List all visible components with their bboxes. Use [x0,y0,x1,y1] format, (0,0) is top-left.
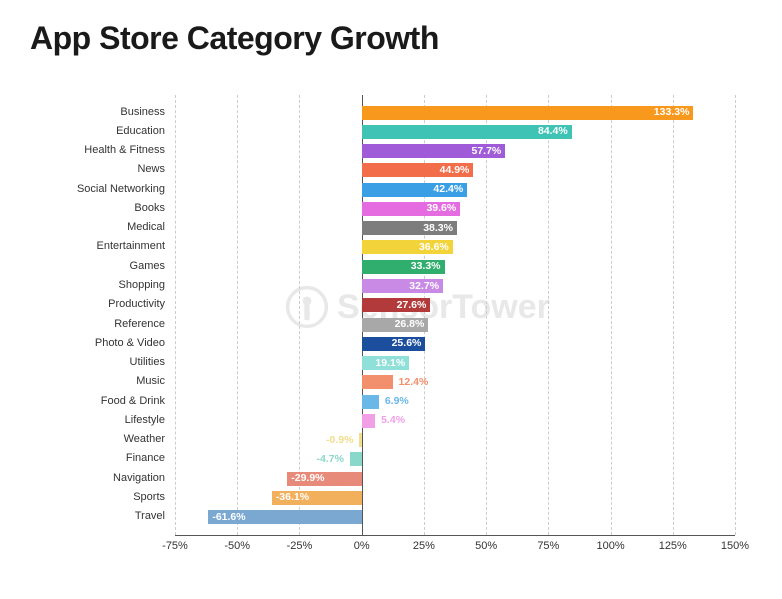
value-label: 38.3% [423,222,453,234]
value-label: 133.3% [654,106,690,118]
value-label: 33.3% [411,260,441,272]
gridline [735,95,736,535]
x-tick: 0% [354,540,370,552]
x-tick: 75% [537,540,559,552]
value-label: 26.8% [395,318,425,330]
category-label: Games [25,260,165,272]
bar-row: Sports-36.1% [175,488,735,507]
bar-row: Entertainment36.6% [175,238,735,257]
bar [362,395,379,409]
x-tick: -25% [287,540,313,552]
x-tick: 125% [659,540,687,552]
x-tick: -75% [162,540,188,552]
value-label: 12.4% [399,376,429,388]
bar-row: Photo & Video25.6% [175,334,735,353]
bar-row: Books39.6% [175,199,735,218]
value-label: 36.6% [419,241,449,253]
chart-area: SensorTower Business133.3%Education84.4%… [30,95,750,555]
category-label: Utilities [25,356,165,368]
bar [350,452,362,466]
value-label: 42.4% [433,183,463,195]
bar-row: Navigation-29.9% [175,469,735,488]
bar-row: Medical38.3% [175,219,735,238]
bar-row: Productivity27.6% [175,296,735,315]
category-label: Music [25,375,165,387]
bar [362,414,375,428]
bars-container: Business133.3%Education84.4%Health & Fit… [175,103,735,527]
bar [359,433,361,447]
value-label: -29.9% [291,472,324,484]
category-label: Food & Drink [25,395,165,407]
value-label: 19.1% [375,357,405,369]
bar [362,375,393,389]
chart-title: App Store Category Growth [30,20,439,57]
bar-row: Shopping32.7% [175,276,735,295]
value-label: 57.7% [471,145,501,157]
category-label: Education [25,125,165,137]
bar-row: News44.9% [175,161,735,180]
bar [362,106,694,120]
value-label: -0.9% [326,434,353,446]
bar-row: Music12.4% [175,373,735,392]
bar-row: Education84.4% [175,122,735,141]
value-label: 6.9% [385,395,409,407]
value-label: 5.4% [381,414,405,426]
value-label: -36.1% [276,491,309,503]
bar-row: Reference26.8% [175,315,735,334]
x-tick: 25% [413,540,435,552]
x-tick: -50% [224,540,250,552]
bar-row: Food & Drink6.9% [175,392,735,411]
category-label: Social Networking [25,183,165,195]
value-label: 27.6% [397,299,427,311]
x-tick: 50% [475,540,497,552]
x-tick: 150% [721,540,749,552]
value-label: -4.7% [317,453,344,465]
category-label: Weather [25,433,165,445]
category-label: Travel [25,510,165,522]
category-label: Productivity [25,298,165,310]
category-label: Sports [25,491,165,503]
category-label: Photo & Video [25,337,165,349]
category-label: Navigation [25,472,165,484]
bar-row: Health & Fitness57.7% [175,142,735,161]
category-label: Entertainment [25,240,165,252]
category-label: Shopping [25,279,165,291]
category-label: Books [25,202,165,214]
x-axis: -75%-50%-25%0%25%50%75%100%125%150% [175,535,735,555]
bar-row: Lifestyle5.4% [175,411,735,430]
bar-row: Business133.3% [175,103,735,122]
category-label: Health & Fitness [25,144,165,156]
category-label: Lifestyle [25,414,165,426]
bar-row: Travel-61.6% [175,508,735,527]
category-label: Reference [25,318,165,330]
bar-row: Weather-0.9% [175,431,735,450]
bar-row: Utilities19.1% [175,353,735,372]
bar-row: Social Networking42.4% [175,180,735,199]
category-label: Finance [25,452,165,464]
value-label: 84.4% [538,125,568,137]
bar-row: Finance-4.7% [175,450,735,469]
value-label: -61.6% [212,511,245,523]
category-label: Medical [25,221,165,233]
plot: SensorTower Business133.3%Education84.4%… [175,95,735,535]
value-label: 32.7% [409,280,439,292]
x-tick: 100% [596,540,624,552]
category-label: News [25,163,165,175]
bar-row: Games33.3% [175,257,735,276]
value-label: 44.9% [440,164,470,176]
category-label: Business [25,106,165,118]
value-label: 25.6% [392,337,422,349]
value-label: 39.6% [426,202,456,214]
